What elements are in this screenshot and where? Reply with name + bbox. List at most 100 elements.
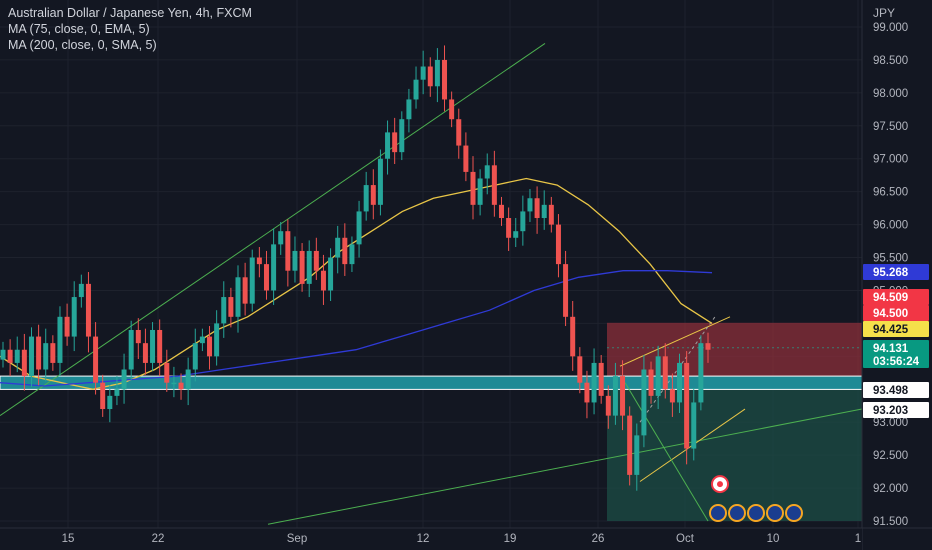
candle-body — [684, 362, 690, 449]
candle-body — [142, 343, 148, 363]
candle-body — [121, 369, 127, 390]
candle-body — [150, 329, 156, 363]
take-profit-zone — [607, 389, 862, 521]
candle-body — [548, 204, 554, 225]
candle-body — [256, 257, 262, 265]
price-badge-value: 95.268 — [873, 267, 909, 279]
candle-body — [356, 211, 362, 245]
price-badge-value: 94.131 — [873, 343, 909, 355]
wedge-upper-line — [619, 316, 731, 367]
price-tick-label: 92.500 — [873, 450, 908, 462]
candle-body — [627, 415, 633, 475]
time-tick-label: 1 — [855, 533, 861, 545]
candle-body — [385, 132, 391, 159]
candle-body — [328, 257, 334, 291]
candle-body — [320, 270, 326, 291]
candle-body — [21, 349, 27, 377]
candles — [0, 45, 711, 491]
candle-body — [292, 250, 298, 271]
candle-body — [691, 402, 697, 449]
price-badge — [863, 402, 929, 418]
price-tick-label: 92.000 — [873, 483, 908, 495]
time-tick-label: Sep — [287, 533, 307, 545]
candle-body — [484, 165, 490, 179]
candle-body — [271, 244, 277, 291]
time-tick-label: 10 — [767, 533, 780, 545]
candle-body — [377, 158, 383, 205]
time-tick-label: 22 — [152, 533, 165, 545]
price-tick-label: 91.500 — [873, 516, 908, 528]
candle-body — [285, 231, 291, 271]
time-tick-label: 26 — [592, 533, 605, 545]
price-badge — [863, 321, 929, 337]
candle-body — [263, 264, 269, 291]
price-tick-label: 97.500 — [873, 121, 908, 133]
candle-body — [128, 329, 134, 370]
candle-body — [135, 329, 141, 344]
candle-body — [698, 343, 704, 403]
candle-body — [199, 336, 205, 344]
moving-averages — [0, 177, 713, 390]
candle-body — [71, 297, 77, 337]
candle-body — [85, 283, 91, 337]
candle-body — [399, 119, 405, 153]
candle-body — [363, 185, 369, 212]
price-badge-value: 94.509 — [873, 292, 908, 304]
candle-body — [513, 231, 519, 238]
sma-200-line — [0, 270, 713, 387]
candle-body — [235, 277, 241, 317]
candle-body — [598, 362, 604, 396]
event-markers[interactable] — [709, 475, 803, 522]
candle-body — [392, 132, 398, 153]
au-flag-event-icon — [728, 504, 746, 522]
candle-body — [14, 349, 20, 363]
candle-body — [299, 250, 305, 284]
price-badge-value: 93.498 — [873, 385, 909, 397]
au-flag-event-icon — [709, 504, 727, 522]
candle-body — [185, 369, 191, 390]
time-axis[interactable]: 15 22 Sep 12 19 26 Oct 10 1 — [0, 527, 932, 550]
candle-body — [114, 389, 120, 396]
breakdown-line — [624, 382, 709, 522]
candle-body — [534, 198, 540, 219]
currency-label: JPY — [873, 6, 896, 20]
indicator-ema[interactable]: MA (75, close, 0, EMA, 5) — [8, 22, 150, 36]
candle-body — [605, 395, 611, 416]
candle-body — [570, 316, 576, 357]
candle-body — [100, 382, 106, 410]
candle-body — [7, 349, 13, 363]
candle-body — [449, 99, 455, 120]
candle-body — [192, 343, 198, 370]
price-tick-label: 93.000 — [873, 417, 908, 429]
price-badge-value: 94.500 — [873, 308, 908, 320]
candle-body — [214, 323, 220, 357]
candle-body — [541, 204, 547, 219]
indicator-sma[interactable]: MA (200, close, 0, SMA, 5) — [8, 38, 157, 52]
candle-body — [463, 145, 469, 172]
candle-body — [520, 211, 526, 232]
candle-body — [655, 356, 661, 396]
candle-body — [584, 382, 590, 403]
price-badge-countdown: 03:56:24 — [873, 356, 920, 368]
candle-body — [477, 178, 483, 205]
symbol-title[interactable]: Australian Dollar / Japanese Yen, 4h, FX… — [8, 6, 252, 20]
candle-body — [648, 369, 654, 396]
price-badge — [863, 289, 929, 305]
candle-body — [207, 336, 213, 357]
price-tick-label: 96.000 — [873, 220, 908, 232]
time-tick-label: 15 — [62, 533, 75, 545]
candle-body — [278, 231, 284, 245]
candle-body — [620, 376, 626, 416]
candle-body — [577, 356, 583, 383]
candle-body — [313, 250, 319, 271]
chart-legend: Australian Dollar / Japanese Yen, 4h, FX… — [8, 5, 252, 53]
candle-body — [28, 336, 34, 377]
event-alert-dot-icon — [717, 481, 723, 488]
time-tick-label: Oct — [676, 533, 695, 545]
support-zone — [0, 375, 863, 390]
price-badge-value: 94.425 — [873, 324, 909, 336]
price-badge-value: 93.203 — [873, 405, 908, 417]
price-tick-label: 95.500 — [873, 253, 908, 265]
